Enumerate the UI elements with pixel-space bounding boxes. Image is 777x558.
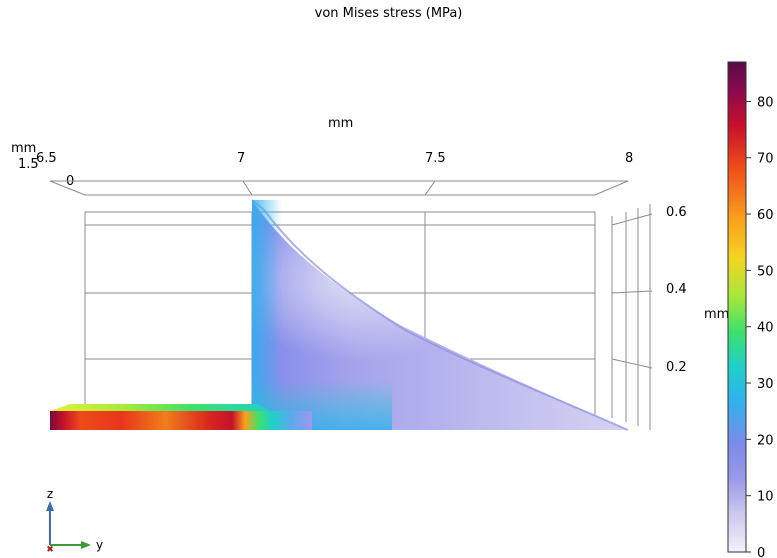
- z-tick-label: 0.2: [666, 360, 687, 375]
- colorbar-tick-label: 60: [757, 208, 774, 223]
- z-tick-line: [611, 358, 653, 369]
- colorbar-tick-label: 0: [757, 546, 765, 558]
- triad-z-label: z: [47, 487, 53, 501]
- triad-x-marker: ✖: [46, 545, 54, 555]
- y-grid-line: [424, 180, 436, 196]
- colorbar-tick-label: 40: [757, 321, 774, 336]
- y-grid-line: [242, 180, 253, 196]
- x-tick-label: 1.5: [18, 157, 39, 172]
- colorbar-tick-label: 20: [757, 433, 774, 448]
- colorbar-tick-label: 80: [757, 95, 774, 110]
- colorbar: 0 10 20 30 40 50 60 70 80: [727, 61, 774, 558]
- triad-y-label: y: [96, 538, 103, 552]
- top-plane: [49, 180, 629, 196]
- z-tick-line: [611, 290, 653, 294]
- z-tick-label: 0.4: [666, 282, 687, 297]
- chart-title: von Mises stress (MPa): [314, 6, 463, 21]
- z-axis-unit-label: mm: [704, 307, 730, 322]
- y-tick-label: 7.5: [425, 151, 446, 166]
- axis-triad: ✖ z y: [46, 487, 103, 555]
- colorbar-tick-label: 10: [757, 490, 774, 505]
- colorbar-tick-label: 50: [757, 264, 774, 279]
- colorbar-tick-label: 70: [757, 152, 774, 167]
- x-axis-unit-label: mm: [11, 141, 37, 156]
- z-tick-label: 0.6: [666, 205, 687, 220]
- web-surface: [251, 199, 629, 431]
- flange-surface: [50, 404, 312, 430]
- y-tick-label: 7: [237, 151, 246, 166]
- y-tick-label: 8: [625, 151, 634, 166]
- y-tick-label: 6.5: [36, 151, 57, 166]
- y-axis-unit-label: mm: [328, 116, 354, 131]
- z-tick-line: [611, 213, 653, 226]
- colorbar-tick-label: 30: [757, 377, 774, 392]
